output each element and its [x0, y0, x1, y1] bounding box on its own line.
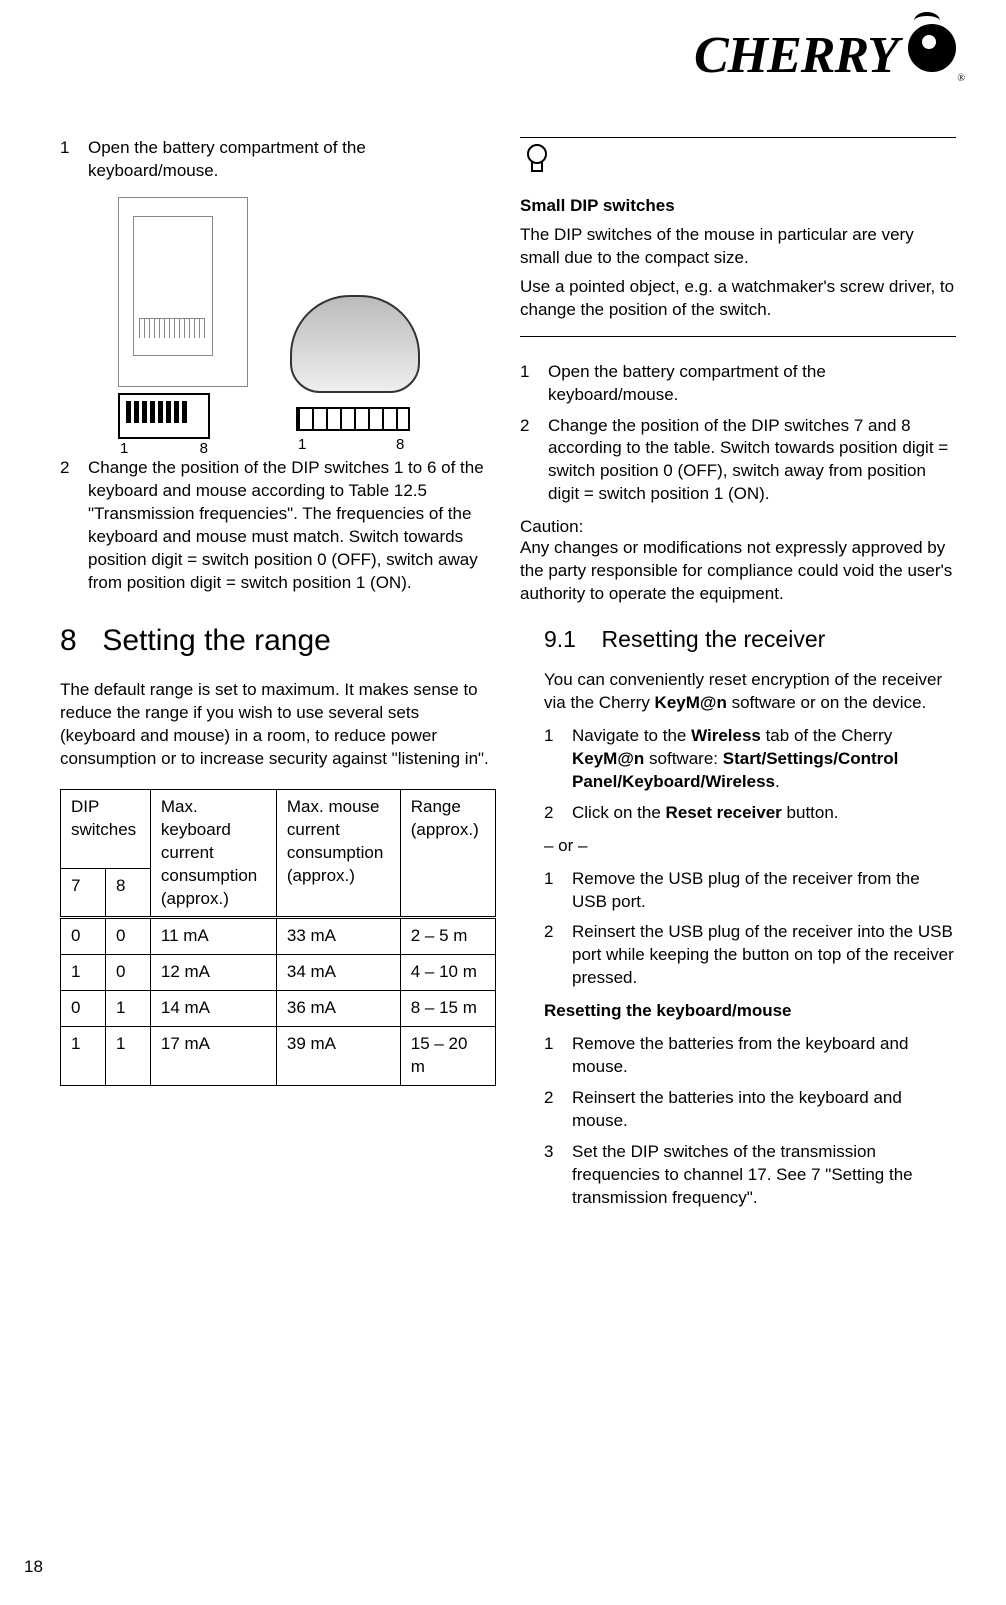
- page-number: 18: [24, 1556, 43, 1579]
- left-column: 1 Open the battery compartment of the key…: [60, 137, 496, 1218]
- dip-change-steps: 2Change the position of the DIP switches…: [60, 457, 496, 595]
- caution-label: Caution:: [520, 516, 956, 539]
- keyboard-dip-block: 1 8: [118, 393, 210, 439]
- step-text: Navigate to the Wireless tab of the Cher…: [572, 725, 956, 794]
- dip-label: 1: [120, 439, 128, 459]
- keyboard-figure: 1 8: [118, 197, 248, 439]
- right-column: Small DIP switches The DIP switches of t…: [520, 137, 956, 1218]
- tip-text: Use a pointed object, e.g. a watchmaker'…: [520, 276, 956, 322]
- step-text: Open the battery compartment of the keyb…: [88, 137, 496, 183]
- figure-group: 1 8 1 8: [60, 197, 496, 439]
- step-text: Reinsert the batteries into the keyboard…: [572, 1087, 956, 1133]
- dip-range-steps: 1Open the battery compartment of the key…: [520, 361, 956, 507]
- registered-mark: ®: [957, 74, 964, 84]
- lightbulb-icon: [520, 144, 554, 184]
- table-header: Range (approx.): [400, 789, 495, 918]
- table-header: 7: [61, 868, 106, 918]
- mouse-figure: 1 8: [268, 289, 438, 439]
- step-text: Set the DIP switches of the transmission…: [572, 1141, 956, 1210]
- step-text: Change the position of the DIP switches …: [88, 457, 496, 595]
- caution-text: Any changes or modifications not express…: [520, 537, 956, 606]
- table-row: 1 0 12 mA 34 mA 4 – 10 m: [61, 955, 496, 991]
- table-header: Max. keyboard current consump­tion (appr…: [150, 789, 276, 918]
- step-text: Click on the Reset receiver button.: [572, 802, 956, 825]
- step-text: Open the battery compartment of the keyb…: [548, 361, 956, 407]
- section-title: Setting the range: [102, 624, 331, 657]
- range-intro: The default range is set to maximum. It …: [60, 679, 496, 771]
- or-separator: – or –: [520, 835, 956, 858]
- table-header: DIP switches: [61, 789, 151, 868]
- reset-kbmouse-steps: 1Remove the batteries from the keyboard …: [520, 1033, 956, 1210]
- reset-intro: You can conveniently reset encryption of…: [520, 669, 956, 715]
- table-row: 1 1 17 mA 39 mA 15 – 20 m: [61, 1027, 496, 1086]
- step-text: Change the position of the DIP switches …: [548, 415, 956, 507]
- table-header: 8: [105, 868, 150, 918]
- step-text: Remove the batteries from the keyboard a…: [572, 1033, 956, 1079]
- section-number: 8: [60, 621, 94, 662]
- open-compartment-steps: 1Open the battery compartment of the key…: [60, 137, 496, 183]
- section-heading: 8 Setting the range: [60, 621, 496, 662]
- step-text: Remove the USB plug of the receiver from…: [572, 868, 956, 914]
- tip-text: The DIP switches of the mouse in particu…: [520, 224, 956, 270]
- cherry-icon: [908, 24, 956, 72]
- dip-label: 8: [200, 439, 208, 459]
- brand-logo: CHERRY ®: [694, 30, 956, 82]
- table-row: 0 0 11 mA 33 mA 2 – 5 m: [61, 918, 496, 955]
- subsection-number: 9.1: [544, 626, 576, 652]
- dip-label: 1: [298, 435, 306, 455]
- tip-title: Small DIP switches: [520, 195, 956, 218]
- reset-kbmouse-title: Resetting the keyboard/mouse: [520, 1000, 956, 1023]
- divider: [520, 336, 956, 337]
- logo-text: CHERRY: [694, 27, 898, 84]
- range-table: DIP switches Max. keyboard current consu…: [60, 789, 496, 1086]
- divider: [520, 137, 956, 138]
- dip-label: 8: [396, 435, 404, 455]
- table-row: 0 1 14 mA 36 mA 8 – 15 m: [61, 991, 496, 1027]
- reset-software-steps: 1 Navigate to the Wireless tab of the Ch…: [520, 725, 956, 825]
- step-text: Reinsert the USB plug of the receiver in…: [572, 921, 956, 990]
- subsection-heading: 9.1 Resetting the receiver: [520, 624, 956, 655]
- subsection-title: Resetting the receiver: [602, 626, 826, 652]
- logo-wrap: CHERRY ®: [60, 30, 956, 82]
- reset-hardware-steps: 1Remove the USB plug of the receiver fro…: [520, 868, 956, 991]
- table-header: Max. mouse current consump­tion (approx.…: [276, 789, 400, 918]
